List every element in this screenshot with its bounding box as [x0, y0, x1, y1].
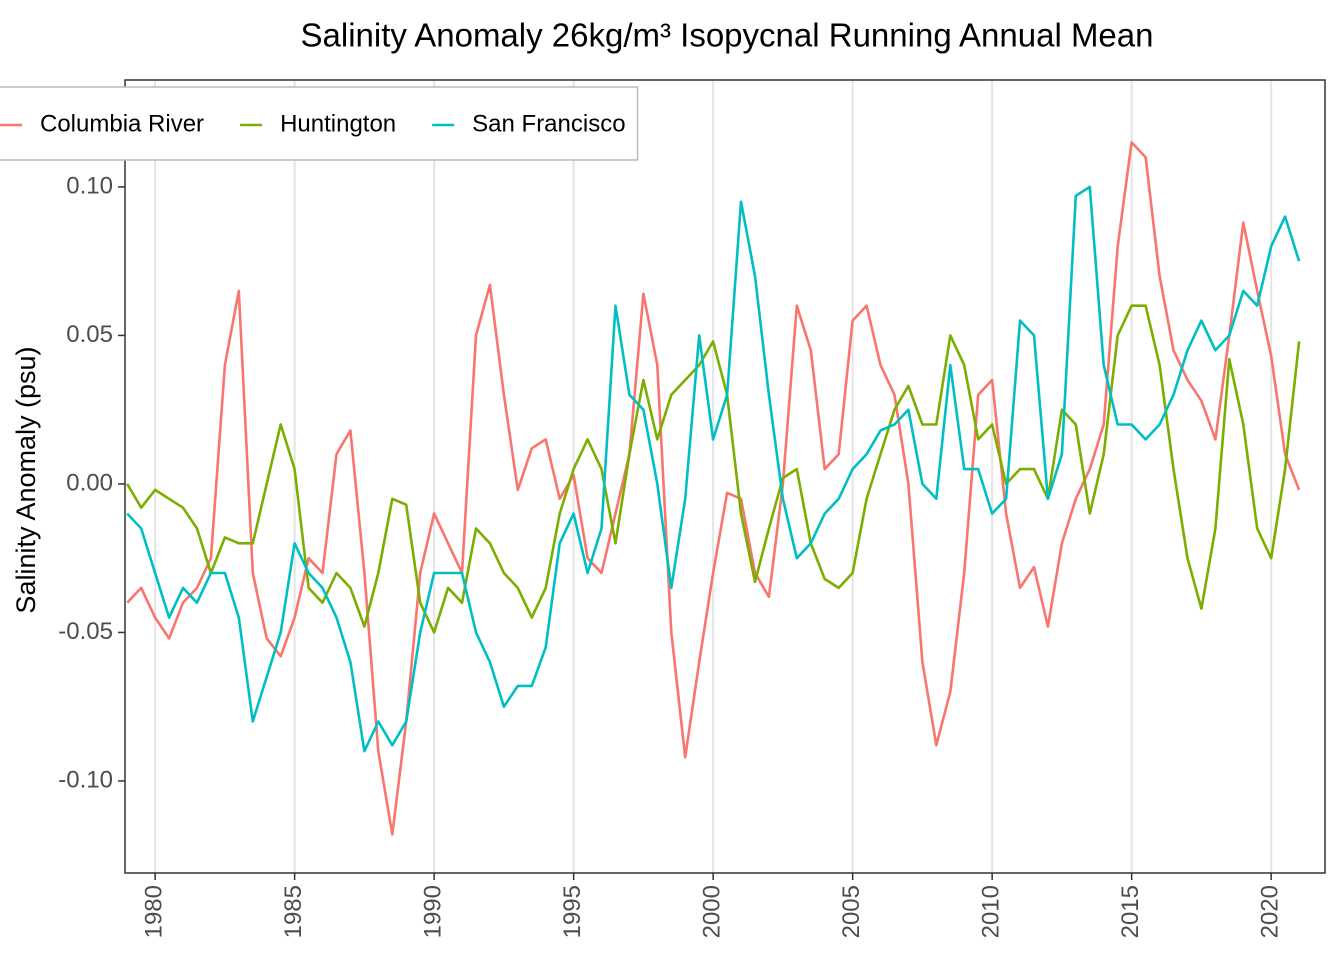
legend: Columbia River Huntington San Francisco	[0, 86, 639, 161]
legend-label: San Francisco	[472, 110, 625, 137]
chart-title: Salinity Anomaly 26kg/m³ Isopycnal Runni…	[301, 17, 1154, 54]
x-tick-label: 2000	[698, 885, 725, 938]
plot-frame	[124, 79, 1326, 874]
data-line	[126, 185, 1301, 753]
y-tick-label: 0.00	[66, 469, 113, 496]
data-line	[126, 141, 1301, 836]
y-tick-label: -0.05	[58, 618, 113, 645]
x-tick-label: 2005	[838, 885, 865, 938]
legend-label: Columbia River	[40, 110, 204, 137]
x-tick-label: 2010	[977, 885, 1004, 938]
x-tick-label: 1980	[140, 885, 167, 938]
x-tick-label: 1990	[419, 885, 446, 938]
legend-label: Huntington	[280, 110, 396, 137]
x-tick-label: 1995	[559, 885, 586, 938]
x-tick-label: 2020	[1256, 885, 1283, 938]
data-line	[126, 304, 1301, 634]
x-tick-label: 1985	[280, 885, 307, 938]
legend-box	[0, 86, 639, 161]
y-tick-label: 0.05	[66, 321, 113, 348]
y-tick-label: -0.10	[58, 766, 113, 793]
y-tick-label: 0.10	[66, 172, 113, 199]
x-tick-label: 2015	[1117, 885, 1144, 938]
y-axis-label: Salinity Anomaly (psu)	[11, 346, 41, 613]
